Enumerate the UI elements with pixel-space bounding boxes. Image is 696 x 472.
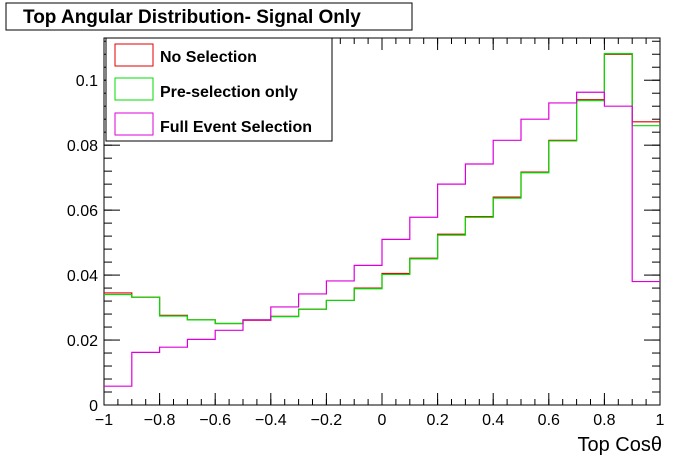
x-tick-label: 0.8 — [593, 412, 615, 429]
legend-box — [105, 37, 333, 142]
legend-label-pre-selection: Pre-selection only — [160, 84, 298, 101]
y-tick-label: 0.02 — [67, 333, 98, 350]
x-tick-label: −0.4 — [255, 412, 287, 429]
legend-swatch-pre-selection — [114, 77, 154, 101]
series-step-line — [104, 52, 660, 325]
series-step-line — [104, 91, 660, 387]
x-axis-title: Top Cosθ — [578, 434, 663, 456]
x-tick-label: 1 — [656, 412, 665, 429]
x-tick-label: 0.4 — [482, 412, 504, 429]
x-tick-label: 0 — [378, 412, 387, 429]
legend-swatch-no-selection — [114, 43, 154, 67]
y-tick-label: 0 — [89, 398, 98, 415]
legend-swatch-full-event-selection — [114, 112, 154, 136]
chart-title: Top Angular Distribution- Signal Only — [23, 7, 361, 28]
axis-ticks: −1 −0.8 −0.6 −0.4 −0.2 0 0.2 0.4 0.6 0.8 1 0 0.02 0.0… — [67, 38, 665, 429]
x-tick-label: 0.6 — [538, 412, 560, 429]
legend-label-full-event-selection: Full Event Selection — [160, 119, 312, 136]
x-tick-label: −1 — [95, 412, 113, 429]
legend: No Selection Pre-selection only Full Eve… — [105, 37, 333, 142]
y-tick-label: 0.1 — [76, 73, 98, 90]
x-tick-label: 0.2 — [426, 412, 448, 429]
y-tick-label: 0.08 — [67, 138, 98, 155]
histogram-series — [104, 52, 660, 387]
x-tick-label: −0.2 — [311, 412, 343, 429]
x-tick-label: −0.6 — [199, 412, 231, 429]
series-full-event-selection — [104, 91, 660, 387]
y-tick-label: 0.04 — [67, 268, 98, 285]
title-box — [5, 2, 413, 31]
legend-label-no-selection: No Selection — [160, 49, 257, 66]
series-pre-selection-only — [104, 52, 660, 325]
y-tick-label: 0.06 — [67, 203, 98, 220]
x-tick-label: −0.8 — [144, 412, 176, 429]
